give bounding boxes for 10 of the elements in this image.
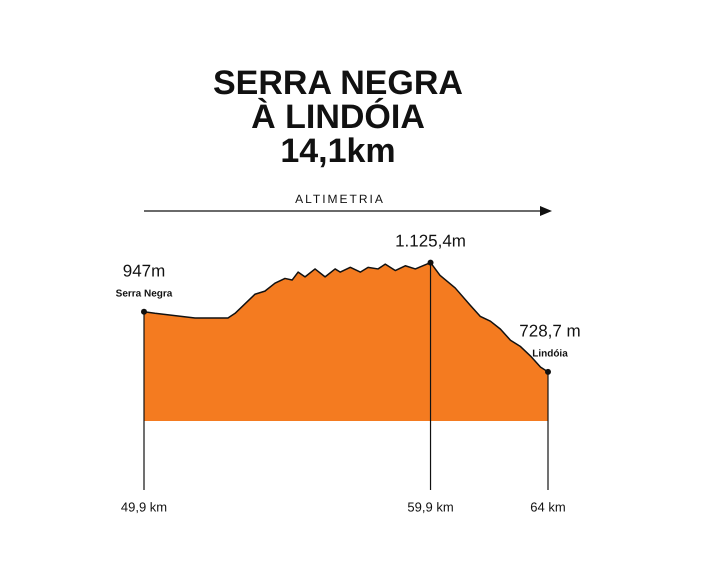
annotation: Serra Negra	[116, 288, 173, 300]
annotation: 728,7 m	[519, 322, 581, 341]
chart-subtitle: ALTIMETRIA	[294, 192, 386, 206]
annotation: 1.125,4m	[395, 231, 466, 250]
x-tick-label: 64 km	[530, 500, 566, 515]
x-tick-label: 59,9 km	[407, 500, 454, 515]
chart-title: SERRA NEGRA À LINDÓIA 14,1km	[212, 64, 464, 170]
annotation: Lindóia	[532, 348, 568, 360]
x-tick-label: 49,9 km	[120, 500, 168, 515]
annotation: 947m	[122, 261, 166, 280]
